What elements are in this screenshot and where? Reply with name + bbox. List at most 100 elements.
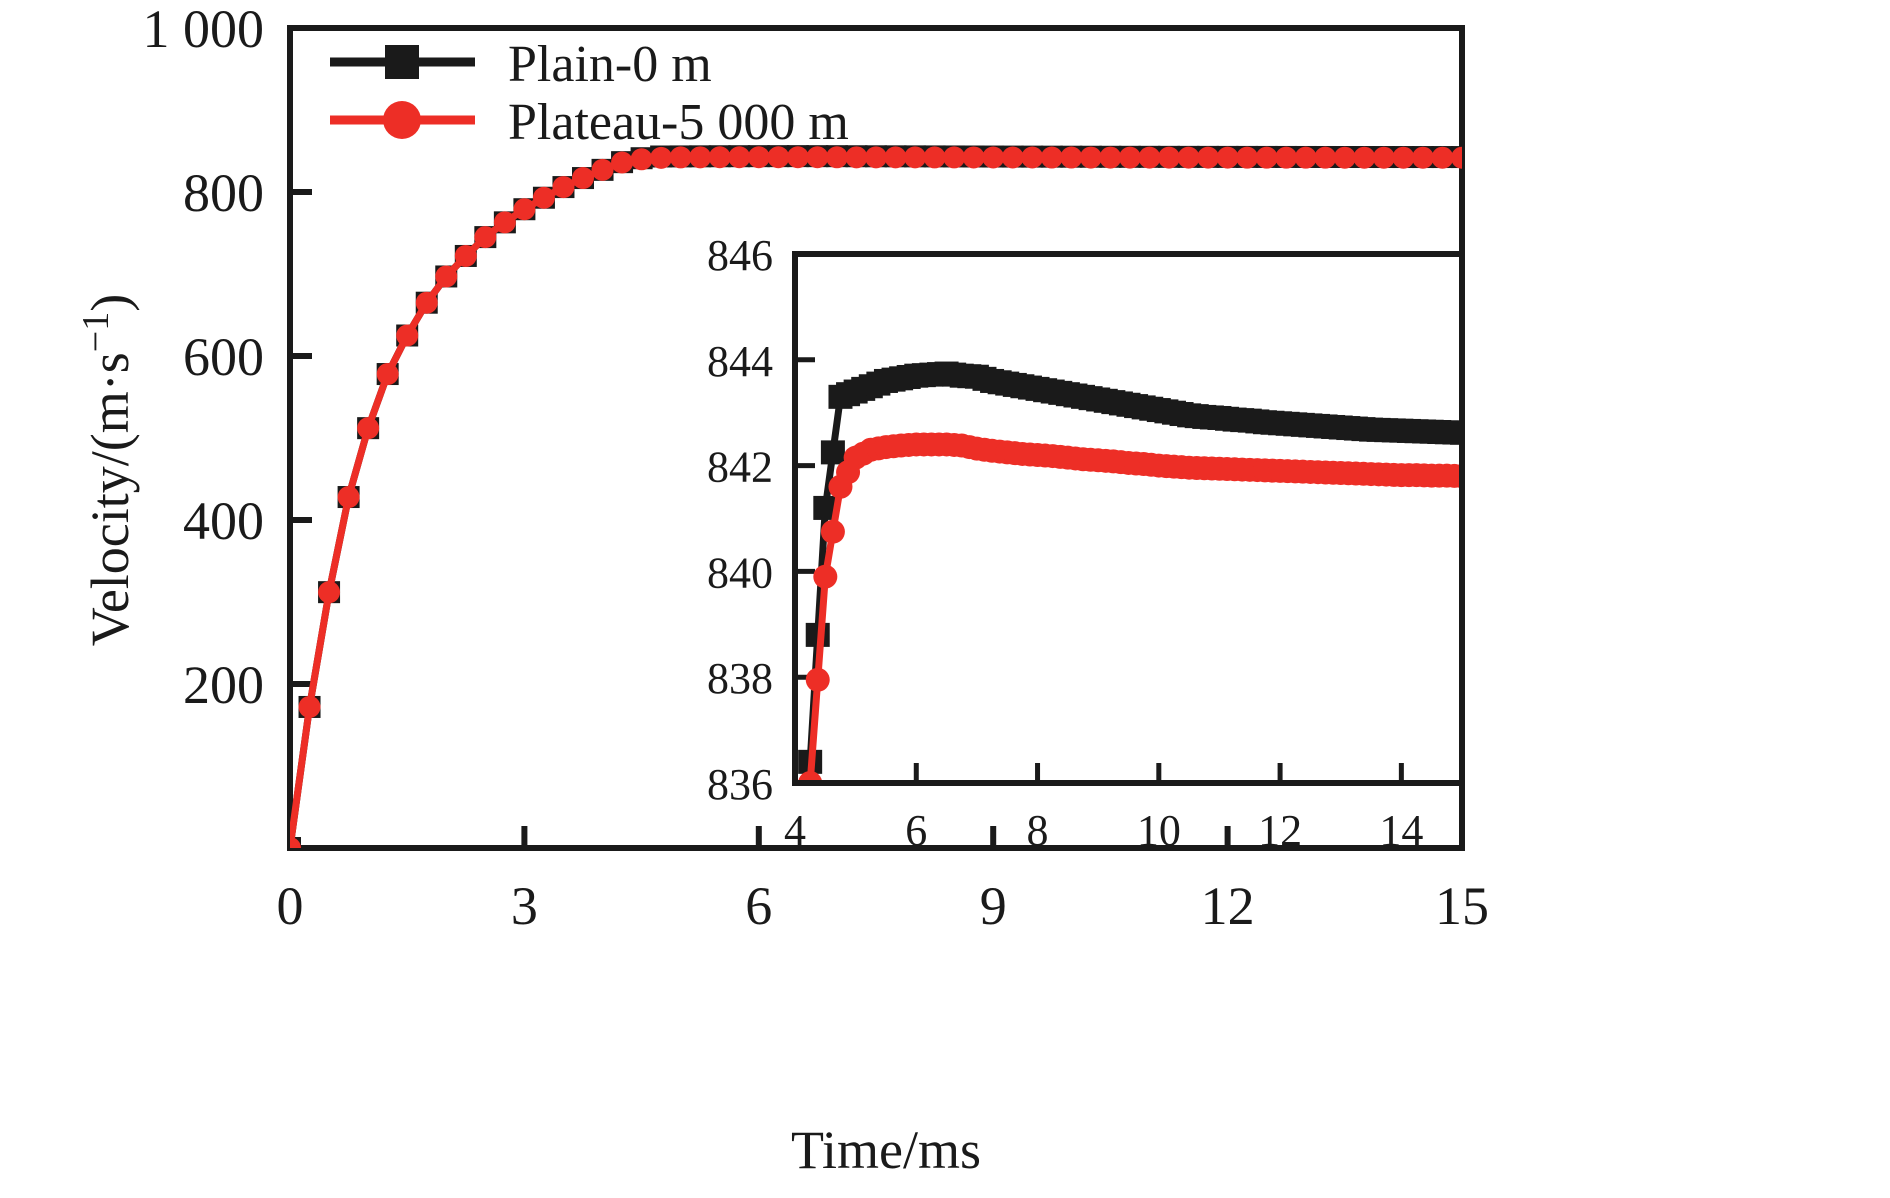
y-tick-label: 600 [183, 327, 264, 387]
plateau-main-marker [904, 146, 927, 169]
plateau-main-marker [845, 146, 868, 169]
plateau-main-marker [298, 695, 321, 718]
plateau-main-marker [1294, 146, 1317, 169]
plateau-main-marker [357, 417, 380, 440]
y-tick-label: 800 [183, 163, 264, 223]
x-axis-title: Time/ms [791, 1120, 981, 1180]
plateau-inset-marker [798, 771, 822, 780]
x-tick-label: 6 [745, 876, 772, 936]
legend-item-plain: Plain-0 m [330, 36, 712, 93]
plateau-main-marker [318, 581, 341, 604]
plateau-main-marker [396, 324, 419, 347]
y-axis-title-text: Velocity/(m·s−1) [75, 294, 140, 646]
plateau-main-marker [1001, 146, 1024, 169]
plateau-main-marker [728, 146, 751, 169]
inset-x-tick-label: 10 [1137, 806, 1181, 855]
plateau-main-marker [493, 211, 516, 234]
plateau-inset-marker [1450, 464, 1459, 488]
plateau-main-marker [376, 363, 399, 386]
plain-inset-markers [791, 361, 1459, 1022]
plain-inset-marker [791, 998, 815, 1022]
plateau-main-marker [1099, 146, 1122, 169]
plateau-main-marker [1138, 146, 1161, 169]
x-tick-label: 3 [511, 876, 538, 936]
legend-item-plateau: Plateau-5 000 m [330, 94, 849, 151]
plateau-main-marker [669, 146, 692, 169]
plateau-main-marker [415, 291, 438, 314]
plateau-main-marker [1177, 146, 1200, 169]
legend-label: Plain-0 m [508, 36, 712, 93]
plateau-main-marker [884, 146, 907, 169]
plateau-main-marker [435, 265, 458, 288]
inset-y-tick-label: 836 [707, 760, 773, 809]
inset-y-tick-label: 844 [707, 337, 773, 386]
plateau-main-marker [1451, 146, 1462, 169]
x-tick-label: 9 [980, 876, 1007, 936]
inset-x-tick-label: 6 [905, 806, 927, 855]
plateau-main-marker [1197, 146, 1220, 169]
plateau-inset-marker [820, 519, 845, 544]
plateau-main-marker [1021, 146, 1044, 169]
plateau-inset-marker [813, 564, 838, 589]
y-axis-title-main: Velocity/(m·s [80, 352, 140, 646]
plateau-main-markers [290, 146, 1462, 848]
plateau-main-marker [1236, 146, 1259, 169]
plateau-main-marker [767, 146, 790, 169]
inset-y-tick-label: 842 [707, 443, 773, 492]
plateau-main-marker [806, 146, 829, 169]
plateau-main-marker [1040, 146, 1063, 169]
plateau-inset-marker [805, 667, 830, 692]
plateau-main-marker [1333, 146, 1356, 169]
plateau-main-marker [552, 176, 575, 199]
plateau-main-marker [1079, 146, 1102, 169]
plateau-main-marker [1411, 146, 1434, 169]
inset-y-tick-label: 840 [707, 548, 773, 597]
plateau-main-marker [1372, 146, 1395, 169]
plateau-main-marker [337, 486, 360, 509]
y-tick-label: 1 000 [143, 0, 265, 59]
inset-y-tick-label: 838 [707, 654, 773, 703]
plateau-main-marker [962, 146, 985, 169]
plateau-inset-marker [791, 1009, 815, 1033]
plateau-main-marker [1158, 146, 1180, 169]
plateau-main-marker [1431, 146, 1454, 169]
plateau-main-marker [747, 146, 770, 169]
legend-label: Plateau-5 000 m [508, 94, 849, 151]
x-tick-label: 0 [277, 876, 304, 936]
inset-x-tick-label: 8 [1027, 806, 1049, 855]
plain-inset-marker [820, 440, 845, 465]
plateau-main-marker [865, 146, 887, 169]
plateau-main-marker [290, 837, 301, 848]
plateau-main-marker [532, 186, 555, 209]
plateau-main-marker [1255, 146, 1278, 169]
x-tick-label: 12 [1201, 876, 1255, 936]
plateau-main-marker [1392, 146, 1415, 169]
y-tick-label: 400 [183, 491, 264, 551]
y-tick-label: 200 [183, 655, 264, 715]
inset-x-tick-label: 4 [784, 806, 806, 855]
legend-marker-square [385, 45, 419, 79]
plateau-main-marker [650, 146, 673, 169]
plateau-main-marker [689, 146, 712, 169]
plateau-main-marker [630, 148, 653, 171]
x-tick-label: 15 [1435, 876, 1489, 936]
plateau-main-marker [982, 146, 1005, 169]
legend-marker-circle [383, 101, 421, 139]
plain-inset-marker [1450, 420, 1459, 445]
plateau-main-marker [1216, 146, 1239, 169]
plateau-main-marker [923, 146, 946, 169]
main-plot: 0 3 6 9 12 15 200 400 600 800 1 000 [143, 0, 1490, 936]
plateau-main-marker [1314, 146, 1337, 169]
plateau-main-marker [1118, 146, 1141, 169]
plateau-main-marker [454, 244, 477, 267]
y-axis-title: Velocity/(m·s−1) [75, 294, 140, 646]
plateau-main-marker [572, 167, 594, 190]
plateau-main-marker [1353, 146, 1376, 169]
plateau-main-marker [474, 226, 497, 249]
inset-frame [792, 251, 1465, 786]
plateau-main-marker [1275, 146, 1298, 169]
inset-background [795, 254, 1462, 783]
